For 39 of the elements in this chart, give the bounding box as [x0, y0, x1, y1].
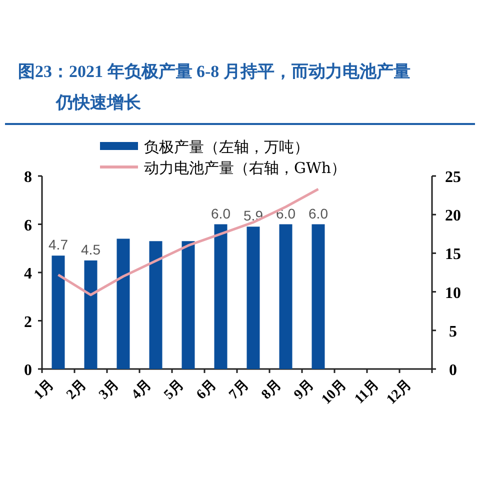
y2-tick-label: 20 — [445, 208, 461, 225]
bar — [246, 226, 260, 369]
bar — [214, 224, 228, 369]
y-tick-label: 4 — [24, 266, 32, 282]
data-label: 4.7 — [48, 236, 68, 253]
x-tick-label: 7月 — [226, 377, 252, 403]
x-tick-label: 8月 — [259, 377, 285, 403]
bar — [52, 256, 65, 369]
bar — [116, 238, 130, 369]
x-tick-label: 11月 — [352, 377, 382, 408]
x-tick-label: 2月 — [64, 377, 90, 403]
y2-tick-label: 10 — [445, 284, 461, 302]
data-label: 6.0 — [308, 205, 328, 222]
y2-tick-label: 15 — [445, 246, 461, 264]
y2-tick-label: 0 — [449, 362, 457, 379]
x-tick-label: 1月 — [32, 377, 58, 403]
bar — [312, 224, 325, 369]
x-tick-label: 3月 — [96, 377, 122, 403]
y-tick-label: 8 — [24, 169, 32, 186]
y2-tick-label: 25 — [445, 169, 461, 186]
data-label: 4.5 — [81, 241, 101, 258]
x-tick-label: 4月 — [129, 377, 155, 403]
legend-label: 动力电池产量（右轴，GWh） — [144, 159, 346, 177]
y-tick-label: 0 — [24, 362, 32, 379]
x-tick-label: 5月 — [162, 377, 188, 403]
x-tick-label: 12月 — [384, 377, 415, 408]
bar — [182, 241, 195, 369]
legend-label: 负极产量（左轴，万吨） — [144, 138, 309, 156]
title: 图23：2021 年负极产量 6-8 月持平，而动力电池产量仍快速增长 — [18, 62, 410, 112]
y-tick-label: 2 — [24, 314, 32, 331]
y2-tick-label: 5 — [449, 323, 457, 340]
x-tick-label: 9月 — [292, 377, 318, 403]
bar — [149, 241, 162, 369]
y-tick-label: 6 — [24, 217, 32, 234]
x-tick-label: 10月 — [319, 377, 350, 408]
x-tick-label: 6月 — [194, 377, 220, 403]
data-label: 6.0 — [211, 205, 231, 222]
bar — [84, 260, 98, 369]
bar — [279, 224, 292, 369]
